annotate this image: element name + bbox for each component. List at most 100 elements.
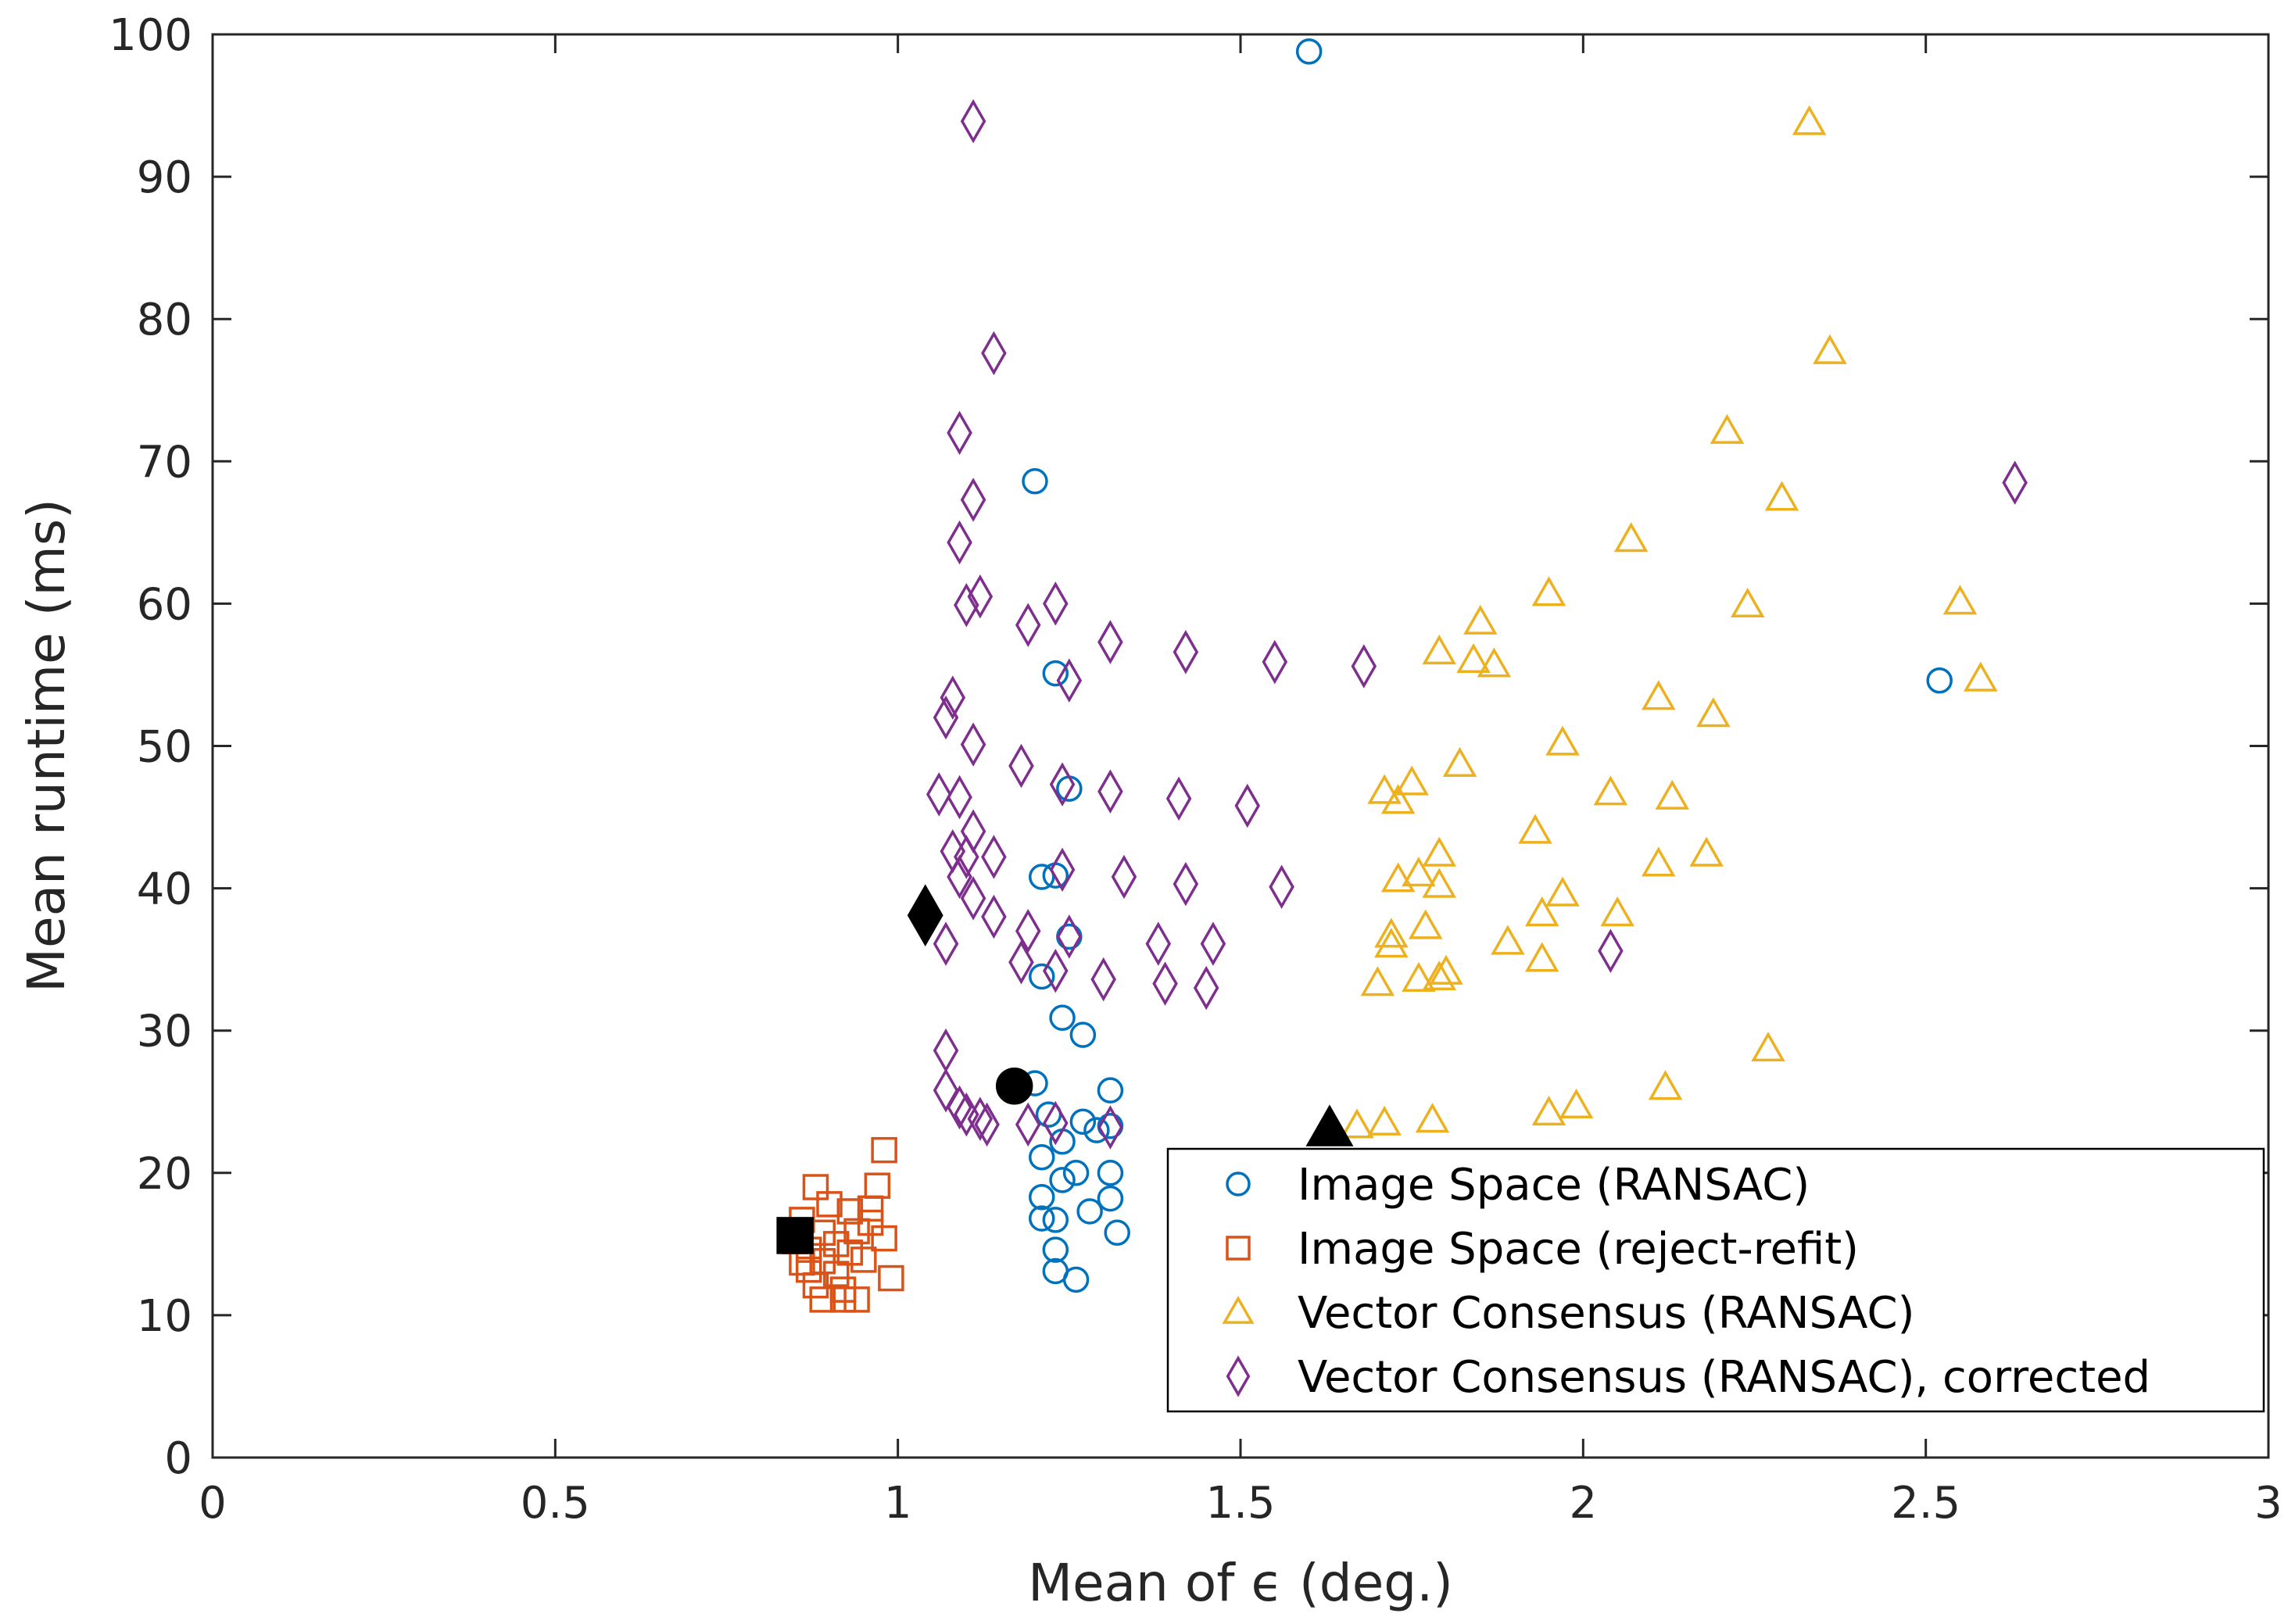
data-point — [954, 835, 979, 879]
data-point — [947, 1085, 972, 1130]
y-tick-label: 30 — [137, 1007, 192, 1057]
data-point — [809, 1286, 836, 1313]
data-point — [1097, 1077, 1124, 1104]
data-point — [981, 331, 1007, 376]
data-point — [1545, 725, 1580, 756]
data-point — [1042, 1207, 1069, 1233]
data-point — [960, 98, 986, 144]
data-point — [871, 1136, 897, 1164]
data-point — [1104, 1219, 1130, 1247]
data-point — [1056, 914, 1083, 959]
data-point — [871, 1225, 897, 1252]
data-point — [1056, 658, 1083, 703]
data-point — [1062, 1160, 1090, 1186]
data-point — [1380, 862, 1416, 892]
legend-marker — [1222, 1295, 1255, 1324]
data-point — [1710, 413, 1745, 444]
series-2 — [782, 1136, 904, 1313]
mean-point — [995, 1067, 1033, 1105]
data-point — [1642, 846, 1676, 877]
data-point — [1367, 1105, 1402, 1136]
y-tick-label: 90 — [137, 152, 192, 203]
data-point — [1152, 961, 1178, 1006]
data-point — [1395, 765, 1429, 796]
data-point — [1415, 1103, 1450, 1133]
data-point — [1429, 954, 1463, 985]
data-point — [1015, 1102, 1041, 1147]
data-point — [1559, 1088, 1594, 1119]
data-point — [836, 1239, 864, 1266]
y-tick-label: 60 — [137, 579, 192, 630]
x-tick-label: 2.5 — [1891, 1478, 1960, 1529]
data-point — [1029, 1205, 1055, 1232]
data-point — [1531, 576, 1566, 606]
series-4 — [926, 98, 2028, 1150]
data-point — [1097, 769, 1123, 814]
data-point — [1524, 942, 1559, 972]
legend-box — [1166, 1147, 2265, 1413]
data-point — [1613, 522, 1649, 553]
data-point — [1813, 334, 1847, 364]
data-point — [1015, 908, 1041, 953]
mean-markers — [776, 884, 1354, 1254]
data-point — [1193, 965, 1219, 1011]
data-point — [816, 1191, 843, 1218]
x-tick-label: 2 — [1570, 1478, 1598, 1529]
data-point — [1374, 928, 1409, 958]
data-point — [1374, 918, 1409, 948]
data-point — [823, 1231, 850, 1257]
data-points — [782, 38, 2028, 1313]
legend-marker — [1226, 1171, 1251, 1197]
data-point — [933, 921, 959, 966]
data-point — [1689, 836, 1724, 867]
data-point — [1593, 775, 1628, 806]
y-tick-label: 10 — [137, 1291, 192, 1342]
legend-label: Vector Consensus (RANSAC), corrected — [1298, 1352, 2150, 1403]
data-point — [1648, 1070, 1683, 1100]
data-point — [1545, 876, 1580, 907]
data-point — [857, 1209, 884, 1236]
x-tick-label: 1 — [884, 1478, 912, 1529]
y-tick-label: 50 — [137, 722, 192, 773]
data-point — [967, 574, 994, 619]
data-point — [1049, 762, 1076, 807]
data-point — [947, 854, 972, 900]
data-point — [981, 894, 1007, 939]
data-point — [960, 722, 986, 767]
data-point — [1402, 961, 1436, 992]
data-point — [1463, 604, 1498, 635]
x-tick-label: 0.5 — [521, 1478, 590, 1529]
series-3 — [1340, 105, 1998, 1139]
x-tick-label: 3 — [2254, 1478, 2282, 1529]
data-point — [933, 1068, 959, 1113]
data-point — [1097, 1185, 1124, 1212]
data-point — [1008, 743, 1034, 789]
data-point — [947, 520, 972, 565]
legend-marker — [1226, 1355, 1251, 1397]
data-point — [1069, 1021, 1097, 1048]
data-point — [1049, 1167, 1076, 1193]
x-tick-label: 1.5 — [1205, 1478, 1275, 1529]
data-point — [1029, 963, 1055, 990]
data-point — [1173, 861, 1199, 907]
data-point — [974, 1102, 1000, 1147]
y-tick-label: 70 — [137, 437, 192, 488]
data-point — [2002, 460, 2028, 505]
data-point — [1442, 746, 1477, 777]
data-point — [1730, 587, 1765, 618]
data-point — [1598, 928, 1624, 973]
data-point — [1518, 814, 1552, 844]
data-point — [1029, 1184, 1055, 1211]
data-point — [947, 410, 972, 456]
data-point — [1173, 630, 1199, 674]
data-point — [1097, 1105, 1123, 1150]
data-point — [1600, 896, 1634, 927]
data-point — [1097, 1160, 1124, 1186]
data-point — [967, 1096, 994, 1141]
data-point — [1456, 642, 1491, 674]
legend-marker — [1226, 1236, 1251, 1261]
data-point — [1642, 680, 1676, 710]
data-point — [1145, 921, 1172, 966]
mean-point — [776, 1217, 814, 1254]
